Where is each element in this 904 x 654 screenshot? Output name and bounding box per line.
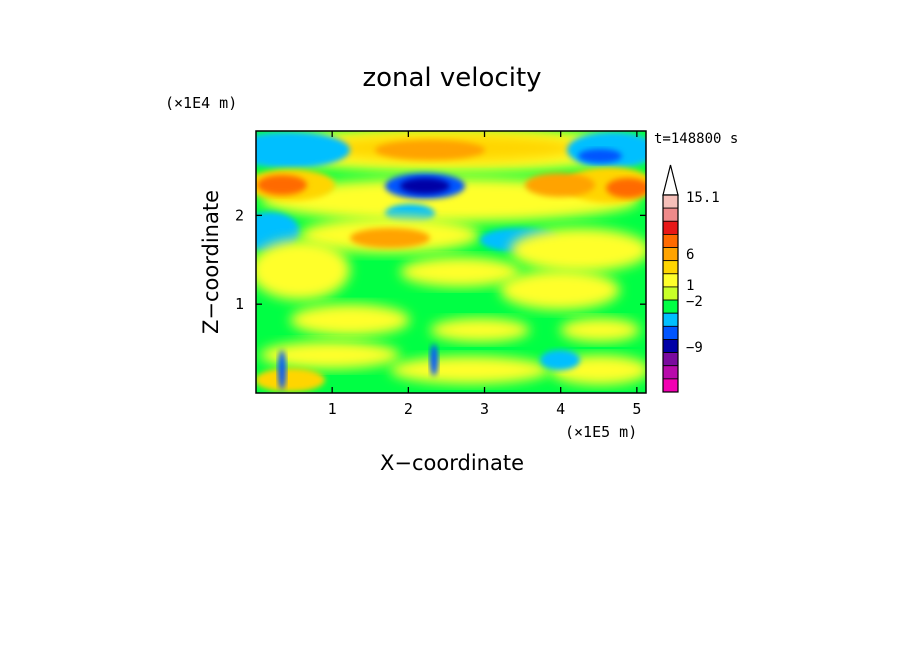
field-patch-25: [560, 318, 640, 342]
x-tick-label-3: 4: [556, 400, 565, 418]
field-patch-3: [256, 132, 350, 168]
x-axis-ticks: 1 2 3 4 5: [328, 131, 641, 418]
colorbar-swatch-12: [662, 352, 679, 367]
colorbar-label-3: −2: [686, 294, 703, 310]
y-scale-label: (×1E4 m): [165, 94, 237, 112]
y-axis-label: Z−coordinate: [199, 190, 223, 334]
colorbar-swatch-4: [662, 247, 679, 262]
field-patch-2: [375, 140, 485, 160]
field-patch-17: [350, 228, 430, 248]
x-tick-label-4: 5: [632, 400, 641, 418]
field-patch-12: [578, 149, 622, 163]
colorbar-extend-arrow: [662, 164, 679, 196]
colorbar-swatch-11: [662, 339, 679, 354]
colorbar-swatch-3: [662, 233, 679, 248]
colorbar-frame: [662, 194, 679, 393]
colorbar-swatch-2: [662, 220, 679, 235]
colorbar-swatch-1: [662, 207, 679, 222]
field-patch-19: [510, 228, 646, 272]
colorbar-swatch-10: [662, 325, 679, 340]
field-patch-9: [606, 178, 646, 198]
x-scale-label: (×1E5 m): [565, 423, 637, 441]
colorbar-swatch-5: [662, 260, 679, 275]
colorbar-label-1: 6: [686, 247, 694, 263]
field-patch-21: [400, 257, 520, 287]
field-patch-31: [278, 350, 286, 390]
field-patch-26: [260, 341, 400, 369]
y-tick-label-0: 1: [235, 295, 244, 313]
field-patch-7: [257, 175, 307, 195]
colorbar-label-2: 1: [686, 278, 694, 294]
field-patch-30: [540, 350, 580, 370]
colorbar-swatch-0: [662, 194, 679, 209]
x-tick-label-1: 2: [404, 400, 413, 418]
field-patch-20: [256, 240, 350, 300]
field-patch-4: [567, 132, 646, 168]
colorbar-swatch-9: [662, 312, 679, 327]
colorbar-swatch-7: [662, 286, 679, 301]
x-tick-label-2: 3: [480, 400, 489, 418]
x-tick-label-0: 1: [328, 400, 337, 418]
field-patch-29: [256, 368, 325, 392]
field-patch-32: [430, 344, 438, 376]
colorbar-swatch-8: [662, 299, 679, 314]
colorbar: 15.1 6 1−2 −9: [662, 164, 720, 393]
field-patch-10: [525, 173, 595, 197]
field-patch-14: [400, 178, 450, 194]
colorbar-label-4: −9: [686, 340, 703, 356]
colorbar-swatch-6: [662, 273, 679, 288]
chart-title: zonal velocity: [362, 63, 541, 93]
y-axis-ticks: 12: [235, 206, 646, 313]
field-patch-23: [290, 304, 410, 336]
plot-frame: [255, 130, 647, 394]
colorbar-label-0: 15.1: [686, 190, 720, 206]
x-axis-label: X−coordinate: [380, 451, 524, 475]
colorbar-swatch-14: [662, 378, 679, 393]
y-tick-label-1: 2: [235, 206, 244, 224]
field-patch-22: [500, 270, 620, 310]
colorbar-swatch-13: [662, 365, 679, 380]
field-patch-24: [430, 318, 530, 342]
time-label: t=148800 s: [654, 131, 738, 147]
contour-field: [256, 131, 646, 393]
field-patch-27: [390, 356, 550, 384]
